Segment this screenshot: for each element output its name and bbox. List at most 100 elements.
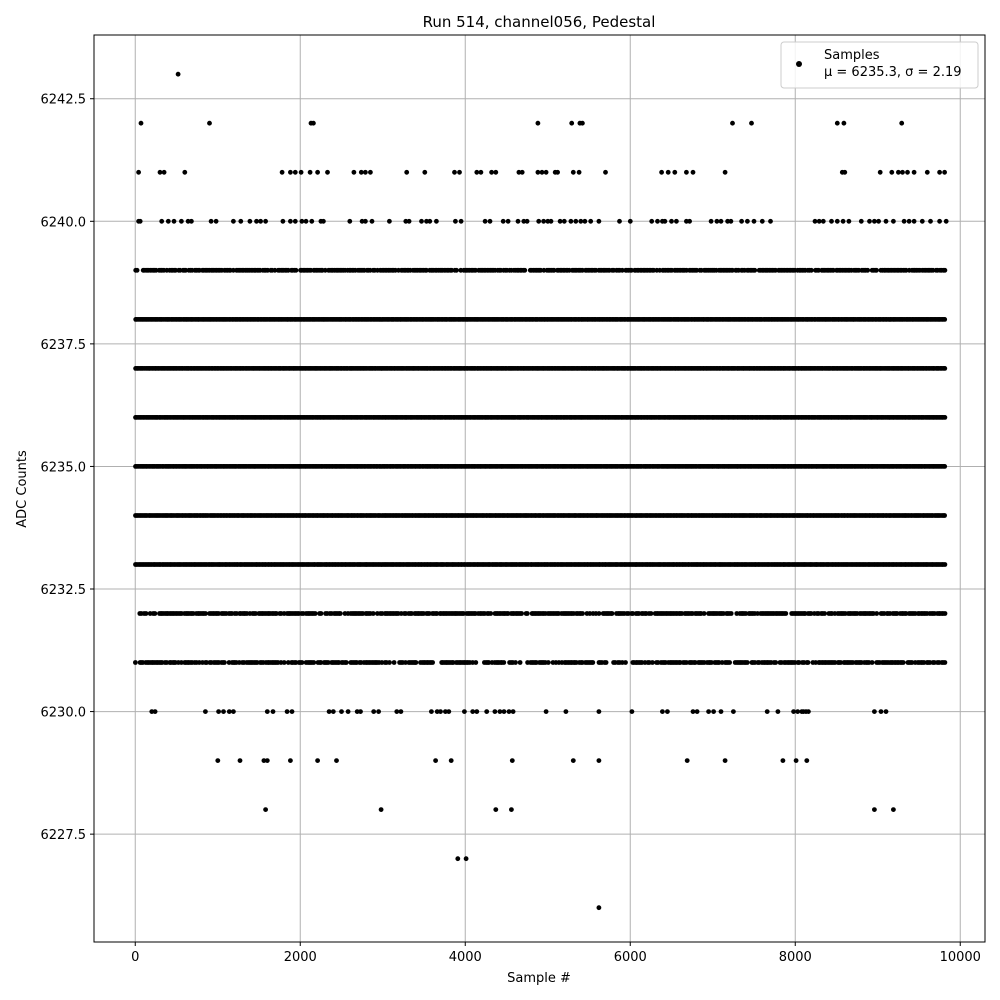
data-point (455, 856, 461, 862)
data-point (237, 758, 243, 763)
data-point (793, 758, 799, 763)
data-point (928, 218, 933, 224)
data-point (376, 709, 381, 714)
data-point (370, 611, 376, 616)
data-point (506, 709, 512, 714)
data-point (901, 218, 907, 224)
data-point (883, 218, 889, 224)
data-point (580, 120, 585, 126)
data-point (874, 267, 879, 273)
data-point (806, 709, 811, 714)
data-point (630, 611, 636, 616)
data-point (510, 709, 516, 714)
x-tick-label: 2000 (284, 950, 317, 965)
data-point (563, 709, 569, 714)
data-point (403, 660, 408, 665)
data-point (751, 218, 757, 224)
data-point (840, 218, 846, 224)
data-point (264, 709, 270, 714)
data-point (580, 611, 585, 616)
data-point (543, 709, 549, 714)
data-point (404, 169, 410, 175)
data-point (796, 660, 802, 665)
data-point (557, 218, 563, 224)
data-point (943, 218, 949, 224)
data-point (659, 169, 664, 175)
data-point (487, 218, 493, 224)
data-point (801, 709, 806, 714)
data-point (258, 218, 263, 224)
x-tick-label: 10000 (940, 950, 981, 965)
data-point (576, 169, 582, 175)
data-point (911, 218, 917, 224)
data-point (596, 758, 602, 763)
data-point (662, 218, 668, 224)
data-point (603, 660, 609, 665)
data-point (841, 120, 847, 126)
data-point (942, 415, 948, 420)
y-axis-ticks: 6227.56230.06232.56235.06237.56240.06242… (41, 93, 94, 843)
data-point (368, 169, 373, 175)
data-point (343, 660, 349, 665)
data-point (816, 218, 822, 224)
data-point (694, 709, 700, 714)
data-point (489, 169, 494, 175)
data-point (285, 660, 291, 665)
data-point (138, 120, 144, 126)
data-point (536, 218, 542, 224)
data-point (539, 169, 545, 175)
data-point (299, 660, 305, 665)
data-point (478, 169, 484, 175)
data-point (453, 218, 458, 224)
data-point (292, 169, 298, 175)
data-point (185, 218, 191, 224)
x-tick-label: 6000 (614, 950, 647, 965)
data-point (443, 709, 448, 714)
data-point (204, 660, 210, 665)
data-point (152, 611, 158, 616)
data-point (359, 218, 365, 224)
data-point (684, 169, 689, 175)
data-point (876, 218, 881, 224)
data-point (521, 218, 527, 224)
data-point (303, 218, 309, 224)
data-point (578, 218, 584, 224)
data-point (728, 611, 734, 616)
data-point (551, 267, 557, 273)
data-point (573, 218, 579, 224)
data-point (497, 709, 503, 714)
data-point (543, 169, 549, 175)
data-point (309, 218, 315, 224)
data-point (492, 709, 498, 714)
data-point (484, 709, 490, 714)
data-point (226, 709, 232, 714)
data-point (137, 218, 143, 224)
data-point (312, 611, 318, 616)
data-point (203, 611, 208, 616)
data-point (773, 660, 779, 665)
data-point (535, 120, 541, 126)
data-point (288, 758, 293, 763)
data-point (665, 169, 671, 175)
data-point (822, 611, 827, 616)
data-point (422, 169, 428, 175)
data-point (434, 218, 439, 224)
x-tick-label: 8000 (779, 950, 812, 965)
data-point (134, 267, 140, 273)
data-point (834, 120, 840, 126)
data-point (463, 856, 469, 862)
data-point (629, 709, 635, 714)
data-point (369, 218, 375, 224)
data-points (133, 71, 949, 911)
data-point (203, 709, 208, 714)
data-point (899, 120, 905, 126)
data-point (315, 758, 320, 763)
data-point (809, 267, 814, 273)
data-point (299, 218, 305, 224)
data-point (261, 758, 267, 763)
data-point (709, 660, 714, 665)
data-point (387, 218, 392, 224)
data-point (473, 660, 479, 665)
data-point (284, 709, 290, 714)
data-point (744, 660, 750, 665)
